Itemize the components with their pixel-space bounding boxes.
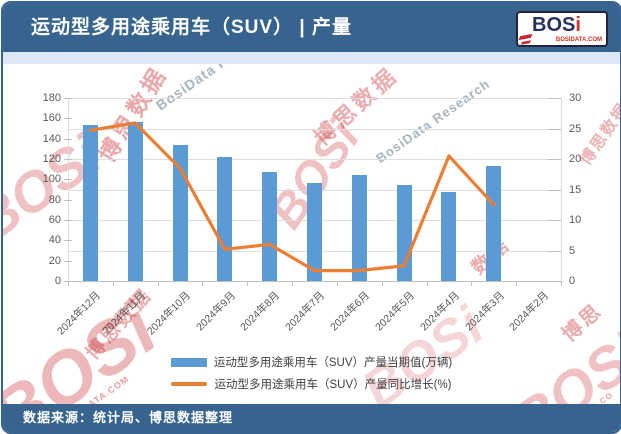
- left-axis-tick: [64, 138, 72, 140]
- grid-line: [68, 98, 561, 99]
- right-axis-tick-label: 10: [569, 214, 582, 226]
- x-axis-tick: [157, 281, 159, 286]
- legend-item: 运动型多用途乘用车（SUV）产量当期值(万辆): [170, 354, 453, 370]
- x-axis-line: [68, 281, 561, 282]
- left-axis-tick: [64, 159, 72, 160]
- left-axis-tick-label: 20: [48, 254, 61, 267]
- bar: [262, 172, 278, 281]
- bar: [82, 125, 98, 281]
- left-axis-tick-label: 80: [48, 193, 61, 206]
- left-axis-tick-label: 160: [42, 112, 61, 125]
- legend-bar-marker: [170, 357, 207, 367]
- left-axis-tick: [64, 179, 72, 181]
- x-axis-tick: [336, 281, 338, 286]
- logo-flag-icon: [520, 40, 532, 45]
- x-axis-tick: [112, 281, 114, 286]
- bar: [441, 191, 457, 281]
- x-axis-tick: [202, 281, 204, 286]
- footer-bar: 数据来源：统计局、博思数据整理: [3, 404, 620, 432]
- y-axis-line-right: [561, 98, 562, 281]
- y-axis-line-left: [68, 98, 69, 281]
- x-axis-tick: [247, 281, 249, 286]
- left-axis-tick-label: 40: [48, 234, 61, 247]
- x-axis-tick: [381, 281, 383, 286]
- right-axis-tick: [548, 98, 561, 99]
- bar: [351, 175, 367, 281]
- page-title: 运动型多用途乘用车（SUV） | 产量: [31, 17, 352, 38]
- x-axis-tick: [426, 281, 428, 286]
- logo-domain-text: BOSIDATA.COM: [555, 37, 602, 43]
- bar: [486, 166, 502, 281]
- right-axis-tick-label: 20: [569, 153, 582, 165]
- x-axis-label: 2024年7月: [283, 289, 328, 334]
- x-axis-label: 2024年3月: [462, 289, 507, 334]
- x-axis-label: 2024年5月: [373, 289, 418, 334]
- chart-legend: 运动型多用途乘用车（SUV）产量当期值(万辆) 运动型多用途乘用车（SUV）产量同…: [3, 354, 620, 392]
- logo-brand-text: BOSi: [532, 14, 581, 36]
- left-axis-tick-label: 140: [42, 132, 61, 145]
- bar: [396, 185, 412, 281]
- right-axis-tick-label: 5: [569, 244, 576, 257]
- right-axis-tick-label: 15: [569, 183, 582, 196]
- left-axis-tick: [64, 260, 72, 262]
- legend-item: 运动型多用途乘用车（SUV）产量同比增长(%): [171, 376, 452, 392]
- left-axis-tick-label: 0: [54, 275, 61, 287]
- left-axis-tick-label: 60: [48, 214, 61, 226]
- x-axis-label: 2024年12月: [55, 289, 104, 338]
- bar: [217, 156, 233, 281]
- bar: [127, 122, 143, 281]
- left-axis-tick-label: 100: [42, 173, 61, 186]
- right-axis-tick: [548, 159, 561, 160]
- legend-label: 运动型多用途乘用车（SUV）产量同比增长(%): [214, 379, 452, 391]
- x-axis-label: 2024年9月: [193, 289, 238, 334]
- right-axis-tick-label: 30: [569, 92, 582, 104]
- right-axis-tick: [548, 189, 561, 191]
- x-axis-label: 2024年4月: [417, 289, 462, 334]
- legend-line-marker: [171, 382, 208, 386]
- header-accent-strip: [3, 52, 620, 64]
- x-axis-tick: [292, 281, 294, 286]
- left-axis-tick: [64, 240, 72, 242]
- x-axis-label: 2024年2月: [507, 289, 552, 334]
- bosi-logo: BOSi BOSIDATA.COM: [516, 11, 608, 47]
- left-axis-tick-label: 120: [42, 153, 61, 165]
- legend-label: 运动型多用途乘用车（SUV）产量当期值(万辆): [213, 357, 453, 369]
- right-axis-tick: [548, 128, 561, 130]
- x-axis-label: 2024年10月: [144, 289, 193, 338]
- x-axis-label: 2024年8月: [238, 289, 283, 334]
- right-axis-tick-label: 0: [569, 275, 576, 287]
- right-axis-tick-label: 25: [569, 122, 582, 135]
- x-axis-label: 2024年6月: [328, 289, 373, 334]
- x-axis-tick: [471, 281, 473, 286]
- left-axis-tick: [64, 98, 72, 99]
- left-axis-tick-label: 180: [42, 92, 61, 104]
- right-axis-tick: [548, 220, 561, 221]
- left-axis-tick: [64, 220, 72, 221]
- data-source-text: 数据来源：统计局、博思数据整理: [23, 410, 234, 425]
- bar: [172, 144, 188, 281]
- x-axis-tick: [516, 281, 518, 286]
- right-axis-tick: [548, 281, 561, 282]
- x-axis-label: 2024年11月: [100, 289, 149, 337]
- x-axis-tick: [561, 281, 562, 286]
- left-axis-tick: [64, 118, 72, 120]
- chart-area: 0 20 40 60 80 100 120 140 160 180 0 5 10 15 20 25 30 2024…: [3, 3, 620, 432]
- bar: [307, 183, 322, 281]
- x-axis-tick: [68, 281, 69, 286]
- right-axis-tick: [548, 250, 561, 252]
- left-axis-tick: [64, 199, 72, 201]
